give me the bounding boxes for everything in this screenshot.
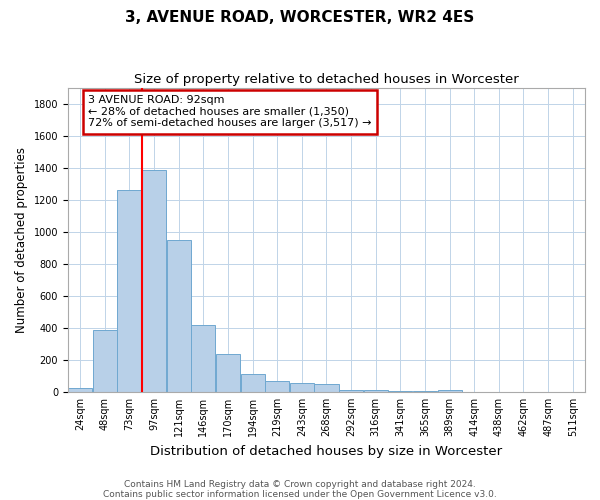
Bar [265, 381, 289, 392]
Bar [437, 390, 461, 392]
Bar [314, 384, 338, 392]
Bar [241, 374, 265, 392]
Text: 3 AVENUE ROAD: 92sqm
← 28% of detached houses are smaller (1,350)
72% of semi-de: 3 AVENUE ROAD: 92sqm ← 28% of detached h… [88, 96, 371, 128]
Text: Contains public sector information licensed under the Open Government Licence v3: Contains public sector information licen… [103, 490, 497, 499]
Bar [68, 388, 92, 392]
Bar [216, 354, 240, 392]
Text: 3, AVENUE ROAD, WORCESTER, WR2 4ES: 3, AVENUE ROAD, WORCESTER, WR2 4ES [125, 10, 475, 25]
Title: Size of property relative to detached houses in Worcester: Size of property relative to detached ho… [134, 72, 519, 86]
Bar [93, 330, 117, 392]
Bar [118, 190, 142, 392]
Bar [142, 170, 166, 392]
Bar [339, 390, 363, 392]
X-axis label: Distribution of detached houses by size in Worcester: Distribution of detached houses by size … [151, 444, 503, 458]
Bar [388, 390, 412, 392]
Text: Contains HM Land Registry data © Crown copyright and database right 2024.: Contains HM Land Registry data © Crown c… [124, 480, 476, 489]
Bar [364, 390, 388, 392]
Bar [413, 390, 437, 392]
Y-axis label: Number of detached properties: Number of detached properties [15, 147, 28, 333]
Bar [290, 383, 314, 392]
Bar [167, 240, 191, 392]
Bar [191, 325, 215, 392]
